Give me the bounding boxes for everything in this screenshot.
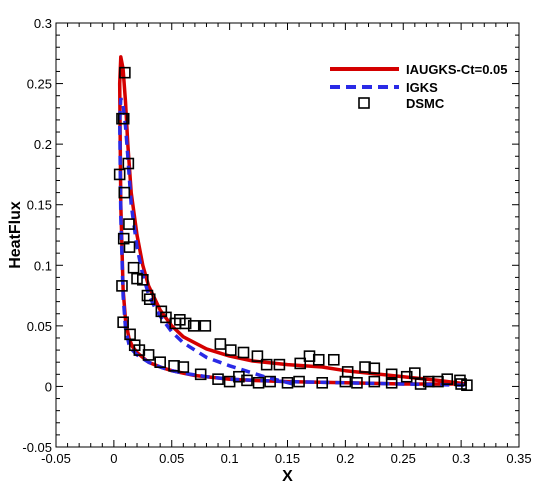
dsmc-marker xyxy=(251,350,264,362)
plot-series xyxy=(113,55,473,392)
dsmc-marker xyxy=(351,376,363,389)
dsmc-marker xyxy=(233,370,245,383)
y-tick-label: 0.1 xyxy=(34,258,52,273)
dsmc-marker xyxy=(409,367,421,379)
legend-swatch-dsmc xyxy=(358,97,370,109)
y-axis-title: HeatFlux xyxy=(7,201,24,269)
dsmc-marker xyxy=(143,293,156,306)
dsmc-marker xyxy=(137,274,149,286)
x-tick-label: 0.3 xyxy=(452,451,470,466)
dsmc-marker xyxy=(113,168,126,181)
dsmc-marker xyxy=(327,353,340,366)
dsmc-marker xyxy=(127,261,140,274)
y-tick-label: 0.15 xyxy=(27,198,52,213)
x-tick-label: 0.15 xyxy=(275,451,300,466)
dsmc-marker xyxy=(264,375,276,388)
dsmc-marker xyxy=(119,66,131,79)
x-tick-label: 0 xyxy=(110,451,117,466)
dsmc-marker xyxy=(368,375,381,388)
dsmc-marker xyxy=(117,316,129,329)
x-tick-label: 0.25 xyxy=(391,451,416,466)
dsmc-marker xyxy=(455,378,467,390)
dsmc-marker xyxy=(224,344,237,356)
axis-ticks: -0.05 0 0.05 0.1 0.15 0.2 0.25 0.3 0.35 -0.05 0 0.0… xyxy=(22,16,531,466)
dsmc-marker xyxy=(260,358,273,371)
dsmc-marker xyxy=(199,320,212,332)
dsmc-marker xyxy=(312,353,325,366)
dsmc-marker xyxy=(414,378,427,390)
y-tick-label: 0.25 xyxy=(27,77,52,92)
dsmc-marker xyxy=(385,376,398,389)
dsmc-marker xyxy=(117,112,130,125)
legend-label-iaugks: IAUGKS-Ct=0.05 xyxy=(406,62,508,77)
x-axis-title: X xyxy=(282,468,293,485)
y-tick-label: 0 xyxy=(45,379,52,394)
dsmc-marker xyxy=(214,338,227,350)
dsmc-marker xyxy=(116,280,128,292)
dsmc-marker xyxy=(122,157,135,170)
dsmc-marker xyxy=(124,328,136,341)
legend-label-igks: IGKS xyxy=(406,80,438,95)
x-tick-label: -0.05 xyxy=(41,451,71,466)
dsmc-marker xyxy=(385,368,398,381)
x-tick-label: 0.35 xyxy=(506,451,531,466)
dsmc-marker xyxy=(154,356,166,369)
y-tick-label: 0.3 xyxy=(34,16,52,31)
x-tick-label: 0.2 xyxy=(336,451,354,466)
dsmc-marker xyxy=(123,218,135,230)
dsmc-marker xyxy=(118,186,131,199)
dsmc-marker xyxy=(179,317,192,330)
dsmc-marker xyxy=(123,241,136,253)
dsmc-marker xyxy=(142,349,155,361)
x-tick-label: 0.05 xyxy=(159,451,184,466)
dsmc-marker xyxy=(187,320,200,332)
dsmc-marker xyxy=(194,368,207,381)
dsmc-marker xyxy=(160,311,172,324)
y-tick-label: -0.05 xyxy=(22,440,52,455)
y-tick-label: 0.2 xyxy=(34,137,52,152)
dsmc-marker xyxy=(293,375,305,388)
dsmc-marker xyxy=(281,376,294,389)
dsmc-marker xyxy=(368,362,381,375)
legend: IAUGKS-Ct=0.05 IGKS DSMC xyxy=(330,62,508,111)
dsmc-marker xyxy=(273,358,286,371)
dsmc-marker xyxy=(252,376,265,389)
series-line-igks xyxy=(117,97,467,387)
x-tick-label: 0.1 xyxy=(221,451,239,466)
dsmc-marker xyxy=(241,374,253,387)
dsmc-marker xyxy=(141,289,154,302)
dsmc-marker xyxy=(294,357,307,370)
dsmc-marker xyxy=(432,375,444,388)
y-tick-label: 0.05 xyxy=(27,319,52,334)
legend-label-dsmc: DSMC xyxy=(406,96,445,111)
dsmc-marker xyxy=(400,370,413,383)
dsmc-marker xyxy=(212,373,224,385)
dsmc-marker xyxy=(177,361,190,373)
dsmc-marker xyxy=(316,376,329,389)
dsmc-marker xyxy=(237,346,250,359)
dsmc-marker xyxy=(339,375,352,388)
